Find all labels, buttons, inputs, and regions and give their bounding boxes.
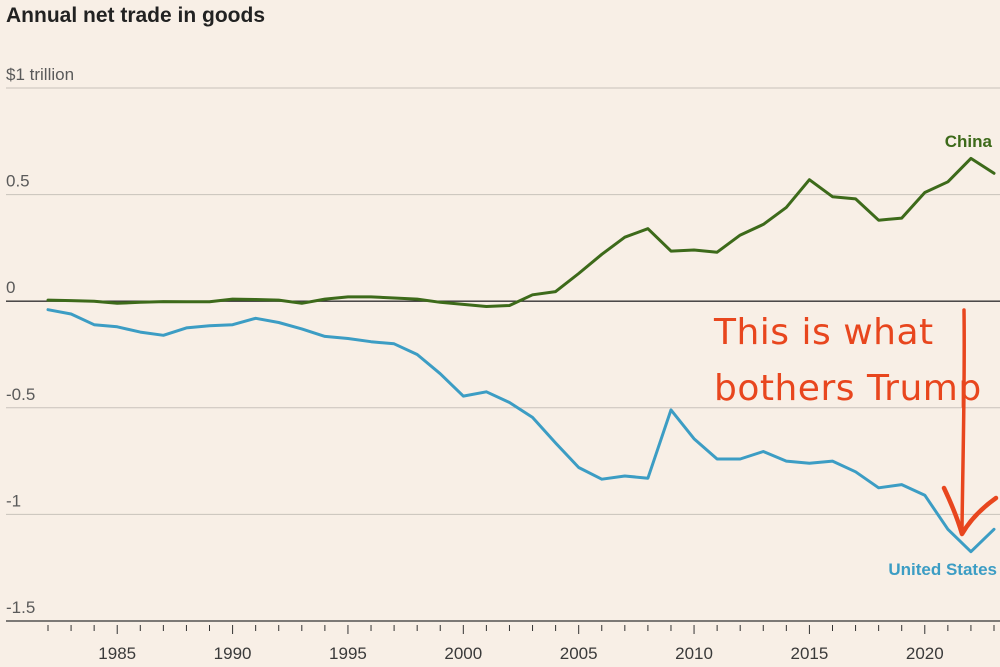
x-tick-label: 2000 [444,644,482,663]
chart-title: Annual net trade in goods [6,4,265,27]
y-axis-unit-label: $1 trillion [6,65,74,84]
y-axis-tick-labels: 0.5 0 -0.5 -1 -1.5 [6,172,35,617]
annotation-line-1: This is what [713,312,934,353]
annotation: This is what bothers Trump [713,308,999,537]
x-tick-label: 2015 [791,644,829,663]
x-tick-label: 2020 [906,644,944,663]
series-line-united-states [46,308,996,554]
gridlines [6,87,1000,622]
x-tick-label: 1985 [98,644,136,663]
x-tick-label: 1995 [329,644,367,663]
y-tick-label: 0 [6,278,15,297]
series-label-china: China [945,132,993,151]
series-lines [46,156,996,554]
annotation-line-2: bothers Trump [714,368,982,409]
y-tick-label: -1 [6,491,21,510]
y-tick-label: 0.5 [6,172,30,191]
annotation-arrow-head [941,485,999,537]
series-line-china [46,156,996,308]
series-label-united-states: United States [888,560,997,579]
y-tick-label: -1.5 [6,598,35,617]
x-tick-label: 2010 [675,644,713,663]
y-tick-label: -0.5 [6,385,35,404]
x-tick-label: 1990 [214,644,252,663]
x-axis: 1985 1990 1995 2000 2005 2010 2015 2020 [6,620,1000,663]
annotation-arrow-shaft [960,308,967,530]
x-tick-label: 2005 [560,644,598,663]
